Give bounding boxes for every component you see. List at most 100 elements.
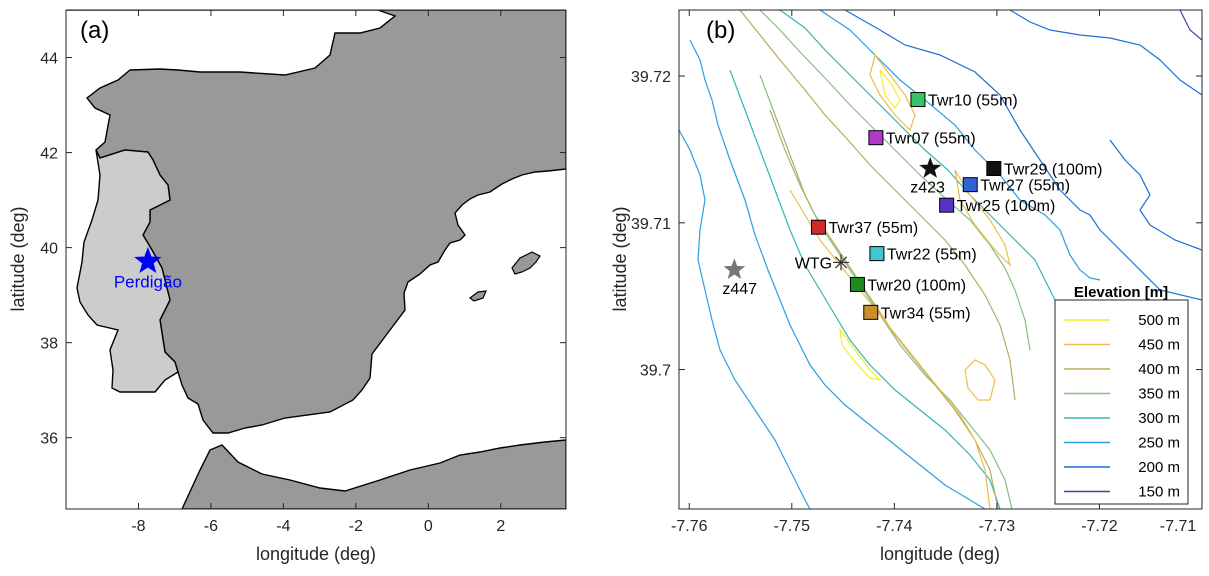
site-label: Twr25 (100m): [957, 198, 1056, 215]
site-square-marker: [849, 276, 865, 292]
site-asterisk-stroke: [834, 256, 848, 269]
site-star-icon: [919, 157, 942, 178]
site-twr37: Twr37 (55m): [810, 219, 918, 237]
site-square-marker: [939, 197, 955, 213]
site-square-marker: [986, 161, 1002, 177]
panel-b-x-label: longitude (deg): [880, 544, 1000, 564]
panel-b-y-ticks: 39.72 39.71 39.7: [631, 69, 1202, 380]
site-twr34: Twr34 (55m): [863, 304, 971, 322]
site-z447: z447: [722, 258, 757, 298]
contour-350m: [759, 10, 1031, 351]
elevation-legend: Elevation [m] 500 m 450 m 400 m 350 m 300 m 2…: [1054, 284, 1189, 505]
site-square-marker: [910, 92, 926, 108]
mallorca-island: [511, 251, 541, 275]
panel-b-tag: (b): [706, 17, 735, 44]
site-twr22: Twr22 (55m): [869, 246, 977, 264]
contour-450m-ridge-b: [954, 169, 1012, 267]
legend-entry-label: 500 m: [1138, 312, 1180, 329]
site-twr25: Twr25 (100m): [939, 197, 1056, 215]
panel-a-x-tick-label: 0: [424, 518, 433, 535]
panel-a-x-tick-label: -4: [276, 518, 290, 535]
legend-entry-label: 350 m: [1138, 386, 1180, 403]
panel-b: -7.76 -7.75 -7.74 -7.73 -7.72 -7.71 39.7239.7…: [610, 9, 1203, 564]
site-square-marker: [810, 219, 826, 235]
panel-a-x-tick-label: -6: [204, 518, 218, 535]
legend-entry-label: 250 m: [1138, 435, 1180, 452]
site-square-marker: [868, 130, 884, 146]
site-label: Twr22 (55m): [887, 247, 977, 264]
panel-b-y-tick-label: 39.7: [640, 363, 671, 380]
site-label: z447: [722, 281, 757, 298]
panel-a-frame: [65, 9, 567, 510]
site-twr27: Twr27 (55m): [962, 177, 1070, 195]
panel-b-y-tick-label: 39.71: [631, 216, 671, 233]
contour-500m-b: [839, 327, 882, 381]
perdigao-marker: Perdigão: [114, 246, 182, 291]
panel-b-y-tick-label: 39.72: [631, 69, 671, 86]
panel-a-y-tick-label: 36: [40, 431, 58, 448]
site-label: Twr37 (55m): [828, 220, 918, 237]
panel-b-x-tick-label: -7.71: [1160, 518, 1197, 535]
portugal-landmass: [76, 149, 179, 393]
legend-entry-label: 150 m: [1138, 484, 1180, 501]
panel-b-x-tick-label: -7.76: [671, 518, 708, 535]
panel-a-tag: (a): [80, 17, 109, 44]
site-label: Twr27 (55m): [980, 178, 1070, 195]
panel-a-x-tick-label: -2: [349, 518, 363, 535]
panel-b-x-tick-label: -7.72: [1081, 518, 1118, 535]
elevation-contours: [679, 10, 1202, 509]
site-twr10: Twr10 (55m): [910, 92, 1018, 110]
panel-a-x-tick-label: -8: [131, 518, 145, 535]
panel-a-x-tick-label: 2: [496, 518, 505, 535]
panel-b-x-tick-label: -7.74: [876, 518, 913, 535]
panel-b-x-tick-label: -7.73: [979, 518, 1016, 535]
panel-a-x-ticks: -8 -6 -4 -2 0 2: [131, 10, 505, 535]
north-africa-landmass: [181, 439, 566, 509]
site-twr29: Twr29 (100m): [986, 161, 1103, 179]
site-label: Twr07 (55m): [886, 131, 976, 148]
panel-a-y-tick-label: 42: [40, 146, 58, 163]
panel-b-y-label: latitude (deg): [610, 206, 630, 311]
legend-entry-label: 300 m: [1138, 410, 1180, 427]
site-twr20: Twr20 (100m): [849, 276, 966, 294]
site-square-marker: [869, 246, 885, 262]
site-label: Twr34 (55m): [881, 305, 971, 322]
contour-200m-c: [1109, 139, 1202, 251]
panel-b-x-tick-label: -7.75: [774, 518, 811, 535]
contour-400m: [739, 10, 1016, 401]
legend-entry-label: 450 m: [1138, 337, 1180, 354]
contour-450m-knob: [964, 359, 996, 401]
measurement-sites: Twr10 (55m) Twr07 (55m) Twr29 (100m)Twr27 …: [722, 92, 1103, 322]
contour-300m: [779, 10, 1056, 301]
ibiza-island: [469, 290, 487, 302]
legend-title: Elevation [m]: [1074, 284, 1168, 301]
panel-b-frame: [678, 9, 1203, 510]
contour-250m-west: [689, 39, 986, 509]
site-z423: z423: [910, 157, 945, 197]
perdigao-label: Perdigão: [114, 272, 182, 291]
site-twr07: Twr07 (55m): [868, 130, 976, 148]
panel-a-x-label: longitude (deg): [256, 544, 376, 564]
contour-450m: [789, 189, 991, 509]
site-square-marker: [863, 304, 879, 320]
contour-500m: [879, 69, 901, 110]
site-star-icon: [723, 258, 746, 280]
site-label: Twr10 (55m): [928, 93, 1018, 110]
panel-a-y-ticks: 36 38 40 42 44: [40, 51, 566, 448]
panel-a: -8 -6 -4 -2 0 2 36 38 40 42 44 (a) Perdigão longi…: [8, 9, 567, 564]
contour-200m: [844, 10, 1202, 301]
panel-a-y-label: latitude (deg): [8, 206, 28, 311]
site-wtg: WTG: [795, 254, 850, 272]
contour-200m-b: [1009, 10, 1202, 96]
perdigao-star-icon: [134, 246, 162, 274]
site-label: WTG: [795, 255, 832, 272]
contour-450m-ridge: [869, 53, 916, 132]
site-label: z423: [910, 180, 945, 197]
legend-entry-label: 200 m: [1138, 459, 1180, 476]
legend-box: [1054, 299, 1189, 505]
panel-b-x-ticks: -7.76 -7.75 -7.74 -7.73 -7.72 -7.71: [671, 10, 1203, 535]
panel-a-y-tick-label: 40: [40, 241, 58, 258]
contour-150m: [1179, 10, 1202, 41]
